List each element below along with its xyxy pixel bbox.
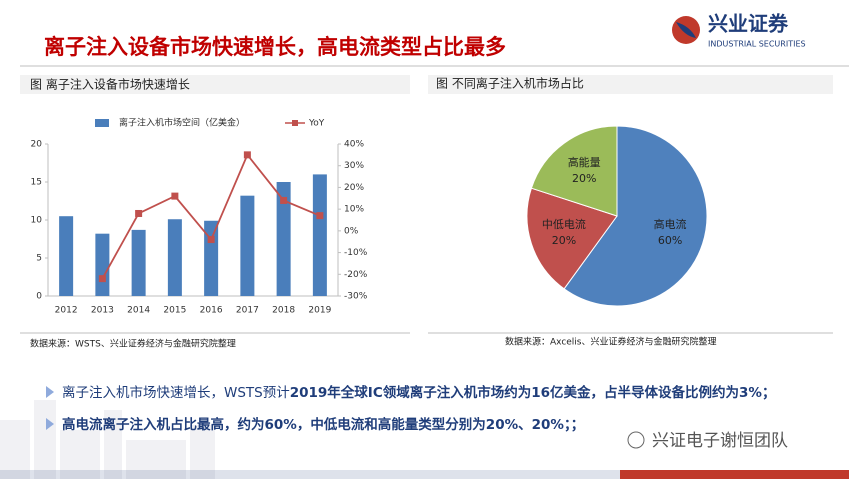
bullet-text: 2019年全球IC领域离子注入机市场约为16亿美金，占半导体设备比例约为3%； bbox=[290, 384, 776, 401]
line-marker bbox=[98, 275, 106, 283]
slice-value: 20% bbox=[552, 234, 576, 247]
line-marker bbox=[207, 236, 215, 244]
bar bbox=[59, 216, 74, 296]
footer-strip bbox=[620, 470, 849, 479]
legend-swatch bbox=[95, 119, 109, 127]
bar bbox=[95, 233, 110, 296]
y2-tick-label: 20% bbox=[344, 183, 364, 193]
bullet: 离子注入机市场快速增长，WSTS预计2019年全球IC领域离子注入机市场约为16… bbox=[62, 384, 775, 401]
source: 数据来源：Axcelis、兴业证券经济与金融研究院整理 bbox=[505, 336, 717, 348]
slide-title: 离子注入设备市场快速增长，高电流类型占比最多 bbox=[44, 35, 506, 59]
bar bbox=[167, 219, 182, 296]
bullet-text: 离子注入机市场快速增长，WSTS预计 bbox=[62, 384, 290, 401]
pie-slice bbox=[526, 187, 618, 290]
y-tick-label: 20 bbox=[31, 140, 43, 150]
bullet: 高电流离子注入机占比最高，约为60%，中低电流和高能量类型分别为20%、20%；… bbox=[62, 416, 584, 433]
y2-tick-label: 0% bbox=[344, 226, 359, 236]
y2-tick-label: 40% bbox=[344, 140, 364, 150]
logo-subtext: INDUSTRIAL SECURITIES bbox=[708, 40, 806, 49]
bullet-icon bbox=[46, 418, 54, 430]
bar bbox=[312, 174, 327, 296]
line-marker bbox=[280, 196, 288, 204]
y2-tick-label: -20% bbox=[344, 270, 368, 280]
source: 数据来源：WSTS、兴业证券经济与金融研究院整理 bbox=[30, 338, 236, 350]
legend-label: 离子注入机市场空间（亿美金） bbox=[119, 117, 245, 129]
y2-tick-label: 30% bbox=[344, 161, 364, 171]
x-tick-label: 2012 bbox=[55, 306, 78, 316]
logo-icon bbox=[676, 22, 696, 38]
x-tick-label: 2019 bbox=[308, 306, 331, 316]
y-tick-label: 10 bbox=[31, 216, 43, 226]
skyline bbox=[0, 400, 215, 479]
bar bbox=[276, 182, 291, 296]
bar bbox=[131, 229, 146, 296]
legend-label: YoY bbox=[308, 119, 325, 129]
slice-label: 高能量 bbox=[568, 155, 601, 169]
watermark: 兴证电子谢恒团队 bbox=[652, 431, 788, 451]
x-tick-label: 2013 bbox=[91, 306, 114, 316]
y2-tick-label: -10% bbox=[344, 248, 368, 258]
pie-slice bbox=[530, 125, 618, 217]
bar bbox=[204, 220, 219, 296]
x-tick-label: 2016 bbox=[200, 306, 223, 316]
y2-tick-label: -30% bbox=[344, 292, 368, 302]
bullet-icon bbox=[46, 386, 54, 398]
caption: 图 离子注入设备市场快速增长 bbox=[30, 77, 190, 92]
slice-value: 20% bbox=[572, 172, 596, 185]
y-tick-label: 15 bbox=[31, 178, 42, 188]
pie-slice bbox=[563, 125, 708, 307]
legend-swatch bbox=[292, 120, 298, 126]
line-marker bbox=[316, 212, 324, 220]
caption-band bbox=[20, 75, 410, 94]
line-marker bbox=[135, 209, 143, 217]
y2-tick-label: 10% bbox=[344, 205, 364, 215]
watermark-icon bbox=[627, 431, 645, 449]
slice-label: 中低电流 bbox=[542, 217, 586, 231]
caption-band bbox=[428, 75, 833, 94]
line-marker bbox=[171, 192, 179, 200]
x-tick-label: 2017 bbox=[236, 306, 259, 316]
caption: 图 不同离子注入机市场占比 bbox=[436, 76, 584, 91]
footer-strip bbox=[0, 470, 620, 479]
x-tick-label: 2018 bbox=[272, 306, 295, 316]
y-tick-label: 5 bbox=[36, 254, 42, 264]
line-marker bbox=[243, 151, 251, 159]
y-tick-label: 0 bbox=[36, 292, 42, 302]
x-tick-label: 2014 bbox=[127, 306, 150, 316]
slice-value: 60% bbox=[658, 234, 682, 247]
x-tick-label: 2015 bbox=[163, 306, 186, 316]
slice-label: 高电流 bbox=[654, 217, 687, 231]
logo-text: 兴业证券 bbox=[708, 12, 789, 36]
bar bbox=[240, 195, 255, 296]
